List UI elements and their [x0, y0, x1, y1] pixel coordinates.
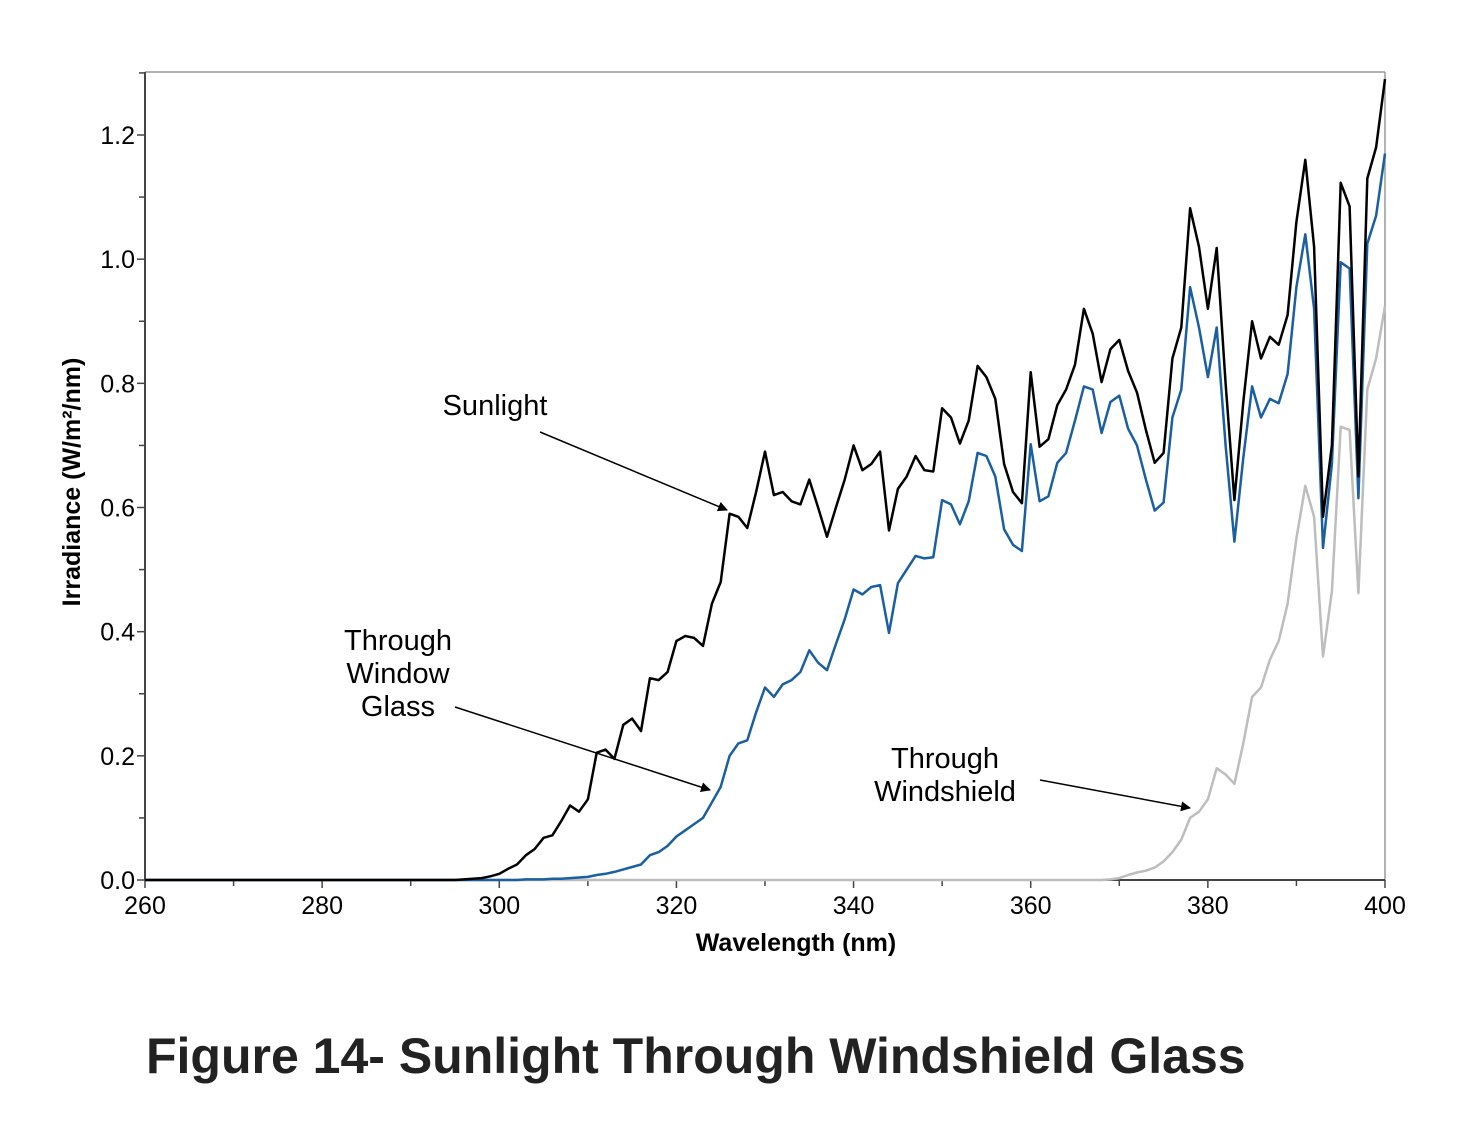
windshield-label: Through Windshield [874, 743, 1016, 808]
axis-ticks: 260 280 300 320 340 360 380 400 0.0 0.2 0.4 0.6 0.8 1… [100, 72, 1406, 920]
y-tick-label: 0.2 [100, 743, 135, 771]
annotation-arrow [454, 706, 711, 792]
plot-frame [144, 71, 1386, 881]
y-tick-label: 1.2 [100, 122, 135, 150]
annotation-line: Through [891, 743, 999, 775]
x-tick-label: 400 [1364, 892, 1406, 920]
annotation-line: Windshield [874, 776, 1016, 808]
x-tick-label: 380 [1187, 892, 1229, 920]
y-tick-label: 0.4 [100, 619, 135, 647]
x-tick-label: 320 [656, 892, 698, 920]
x-tick-label: 260 [124, 892, 166, 920]
annotation-line: Window [346, 658, 450, 690]
y-tick-label: 0.8 [100, 370, 135, 398]
window-glass-line [145, 153, 1387, 882]
annotation-line: Sunlight [443, 390, 548, 422]
series-lines [145, 78, 1387, 882]
x-tick-label: 360 [1010, 892, 1052, 920]
x-axis-title: Wavelength (nm) [696, 929, 896, 957]
y-axis-title: Irradiance (W/m²/nm) [58, 358, 86, 607]
annotation-line: Through [344, 625, 452, 657]
annotation-arrow [1039, 779, 1191, 812]
annotation-line: Glass [361, 691, 435, 723]
window-glass-label: Through Window Glass [344, 625, 452, 723]
windshield-line [145, 305, 1387, 882]
x-tick-label: 340 [833, 892, 875, 920]
y-tick-label: 0.6 [100, 495, 135, 523]
sunlight-line [145, 78, 1387, 882]
x-tick-label: 280 [301, 892, 343, 920]
x-tick-label: 300 [478, 892, 520, 920]
figure-caption: Figure 14- Sunlight Through Windshield G… [146, 1028, 1246, 1084]
sunlight-label: Sunlight [443, 390, 548, 422]
annotation-arrow [539, 431, 728, 512]
y-tick-label: 1.0 [100, 246, 135, 274]
y-tick-label: 0.0 [100, 867, 135, 895]
